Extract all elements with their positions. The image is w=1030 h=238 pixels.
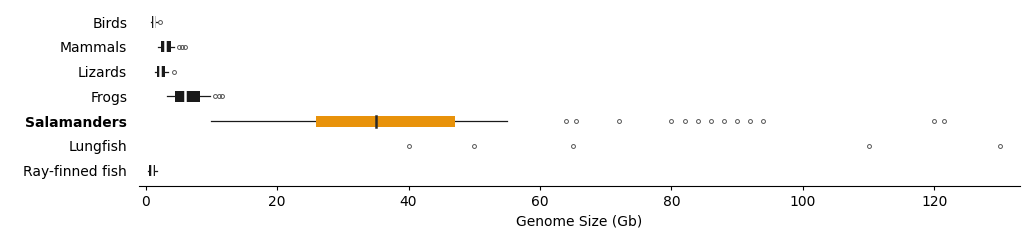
Bar bbox=[157, 66, 165, 77]
Bar bbox=[316, 116, 454, 127]
Bar bbox=[152, 16, 157, 28]
X-axis label: Genome Size (Gb): Genome Size (Gb) bbox=[516, 214, 643, 228]
Bar bbox=[175, 91, 200, 102]
Bar bbox=[149, 165, 154, 176]
Bar bbox=[162, 41, 171, 52]
